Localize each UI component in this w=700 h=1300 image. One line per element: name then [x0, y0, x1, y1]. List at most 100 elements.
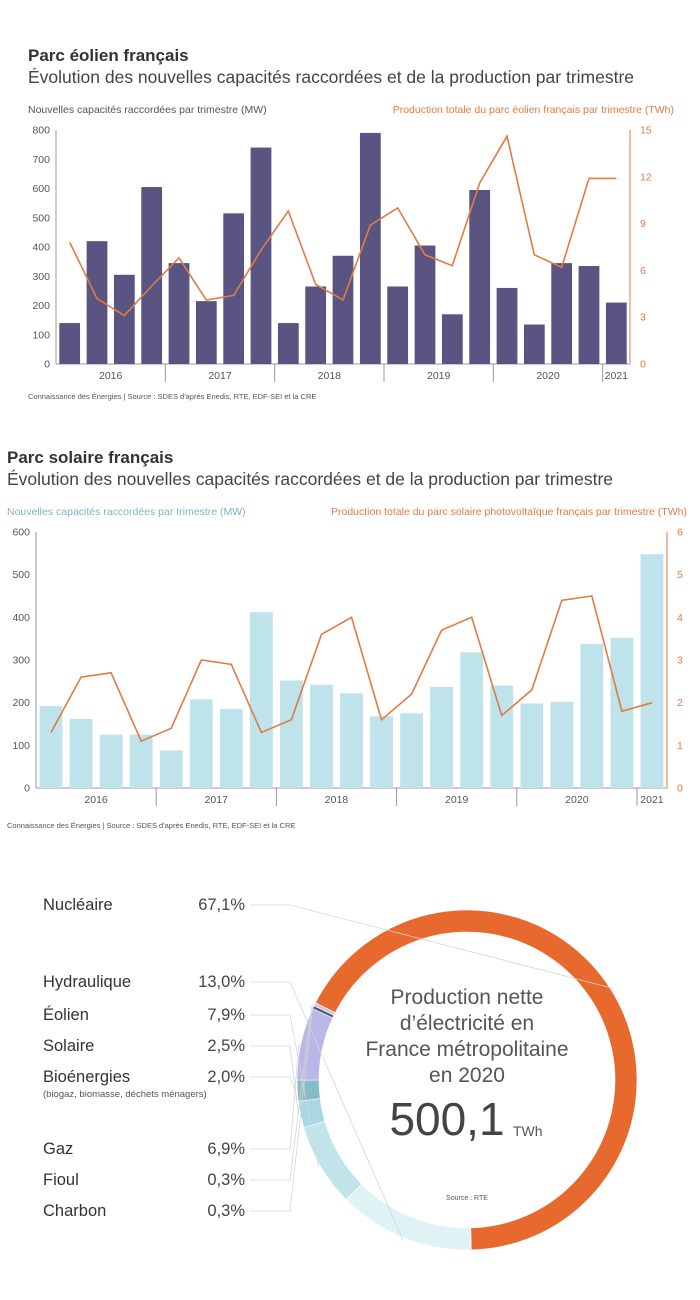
wind-left-tick-label: 0 [44, 359, 50, 371]
legend-value: 7,9% [207, 1006, 245, 1024]
donut-slice-2 [345, 1183, 472, 1251]
solar-chart-subtitle: Évolution des nouvelles capacités raccor… [7, 469, 614, 489]
legend-value: 0,3% [207, 1202, 245, 1220]
solar-bar [640, 554, 664, 788]
wind-chart-title: Parc éolien français [28, 46, 189, 65]
solar-chart: 0 100 200 300 400 500 600 0 1 2 3 4 5 6 2016 2017 2018 20… [12, 527, 683, 806]
legend-value: 0,3% [207, 1171, 245, 1189]
wind-bar [277, 323, 299, 364]
solar-bar [610, 637, 634, 788]
wind-left-tick-label: 400 [32, 242, 50, 254]
solar-right-tick-label: 6 [677, 527, 683, 539]
legend-value: 67,1% [198, 896, 245, 914]
donut-slice-6 [296, 1008, 334, 1081]
legend-label: Charbon [43, 1202, 106, 1220]
legend-leader-line [250, 1076, 296, 1091]
wind-bar [414, 245, 436, 364]
solar-right-tick-label: 2 [677, 697, 683, 709]
wind-left-tick-label: 600 [32, 183, 50, 195]
wind-production-line [68, 134, 617, 317]
wind-year-label: 2019 [427, 370, 451, 382]
wind-bar [551, 263, 573, 364]
legend-label: Bioénergies [43, 1068, 130, 1086]
wind-bar [441, 314, 463, 364]
wind-left-tick-label: 800 [32, 125, 50, 137]
wind-year-label: 2016 [99, 370, 123, 382]
wind-bar [496, 287, 518, 364]
solar-year-label: 2018 [325, 794, 349, 806]
legend-leader-line [250, 904, 613, 989]
solar-left-tick-label: 300 [12, 655, 30, 667]
legend-value: 2,0% [207, 1068, 245, 1086]
solar-bar [129, 734, 153, 788]
solar-year-label: 2019 [445, 794, 469, 806]
wind-bar [605, 302, 627, 364]
donut-slice-8 [313, 1002, 336, 1016]
legend-leader-line [250, 1045, 299, 1115]
wind-bar [195, 301, 217, 364]
wind-right-tick-label: 6 [640, 265, 646, 277]
solar-left-tick-label: 0 [24, 783, 30, 795]
solar-bar [310, 684, 333, 788]
solar-bar [340, 693, 363, 788]
solar-right-tick-label: 3 [677, 655, 683, 667]
solar-bar [189, 699, 213, 788]
legend-label: Solaire [43, 1037, 94, 1055]
wind-right-tick-label: 15 [640, 125, 652, 137]
solar-left-tick-label: 400 [12, 612, 30, 624]
wind-right-tick-label: 12 [640, 171, 652, 183]
solar-bar [430, 686, 454, 788]
wind-bar [305, 286, 327, 364]
wind-bar [59, 323, 81, 364]
solar-bar [460, 652, 484, 788]
solar-year-label: 2020 [565, 794, 589, 806]
wind-year-label: 2020 [536, 370, 560, 382]
legend-value: 2,5% [207, 1037, 245, 1055]
legend-sublabel: (biogaz, biomasse, déchets ménagers) [43, 1089, 207, 1100]
legend-value: 13,0% [198, 973, 245, 991]
solar-left-tick-label: 600 [12, 527, 30, 539]
legend-leader-line [250, 1014, 320, 1168]
wind-bar [168, 263, 190, 364]
legend-label: Hydraulique [43, 973, 131, 991]
solar-bar [370, 716, 393, 788]
wind-right-tick-label: 0 [640, 359, 646, 371]
wind-left-tick-label: 300 [32, 271, 50, 283]
solar-bar [490, 685, 514, 788]
donut-source: Source : RTE [446, 1195, 488, 1202]
legend-value: 6,9% [207, 1140, 245, 1158]
wind-bar [469, 189, 491, 364]
legend-label: Fioul [43, 1171, 79, 1189]
wind-chart: 0 100 200 300 400 500 600 700 800 0 3 6 9 12 15 2016 201… [32, 125, 652, 382]
wind-right-tick-label: 3 [640, 312, 646, 324]
wind-bar [113, 274, 135, 364]
legend-leader-line [250, 981, 404, 1240]
wind-bar [141, 187, 163, 364]
wind-bar [332, 255, 354, 364]
solar-bar [520, 703, 544, 788]
donut-center-title: Production nette d’électricité en France m… [365, 986, 568, 1087]
solar-right-tick-label: 1 [677, 740, 683, 752]
solar-bar [39, 706, 63, 788]
wind-bar [223, 213, 245, 364]
donut-slice-1 [315, 909, 638, 1251]
donut-total-unit: TWh [513, 1123, 543, 1139]
wind-year-label: 2017 [208, 370, 232, 382]
wind-bar [523, 324, 545, 364]
solar-left-axis-label: Nouvelles capacités raccordées par trime… [7, 506, 246, 518]
wind-left-tick-label: 500 [32, 212, 50, 224]
solar-bar [279, 680, 303, 788]
wind-bar [86, 241, 108, 364]
wind-year-label: 2021 [605, 370, 629, 382]
wind-chart-source: Connaissance des Énergies | Source : SDE… [28, 392, 317, 401]
solar-chart-source: Connaissance des Énergies | Source : SDE… [7, 821, 296, 830]
wind-left-tick-label: 200 [32, 300, 50, 312]
legend-leader-line [250, 1006, 312, 1181]
solar-bar [159, 750, 183, 788]
solar-left-tick-label: 500 [12, 569, 30, 581]
solar-right-axis-label: Production totale du parc solaire photov… [330, 506, 687, 518]
solar-year-label: 2017 [205, 794, 229, 806]
solar-chart-title: Parc solaire français [7, 448, 174, 467]
solar-left-tick-label: 100 [12, 740, 30, 752]
solar-production-line [50, 595, 653, 743]
